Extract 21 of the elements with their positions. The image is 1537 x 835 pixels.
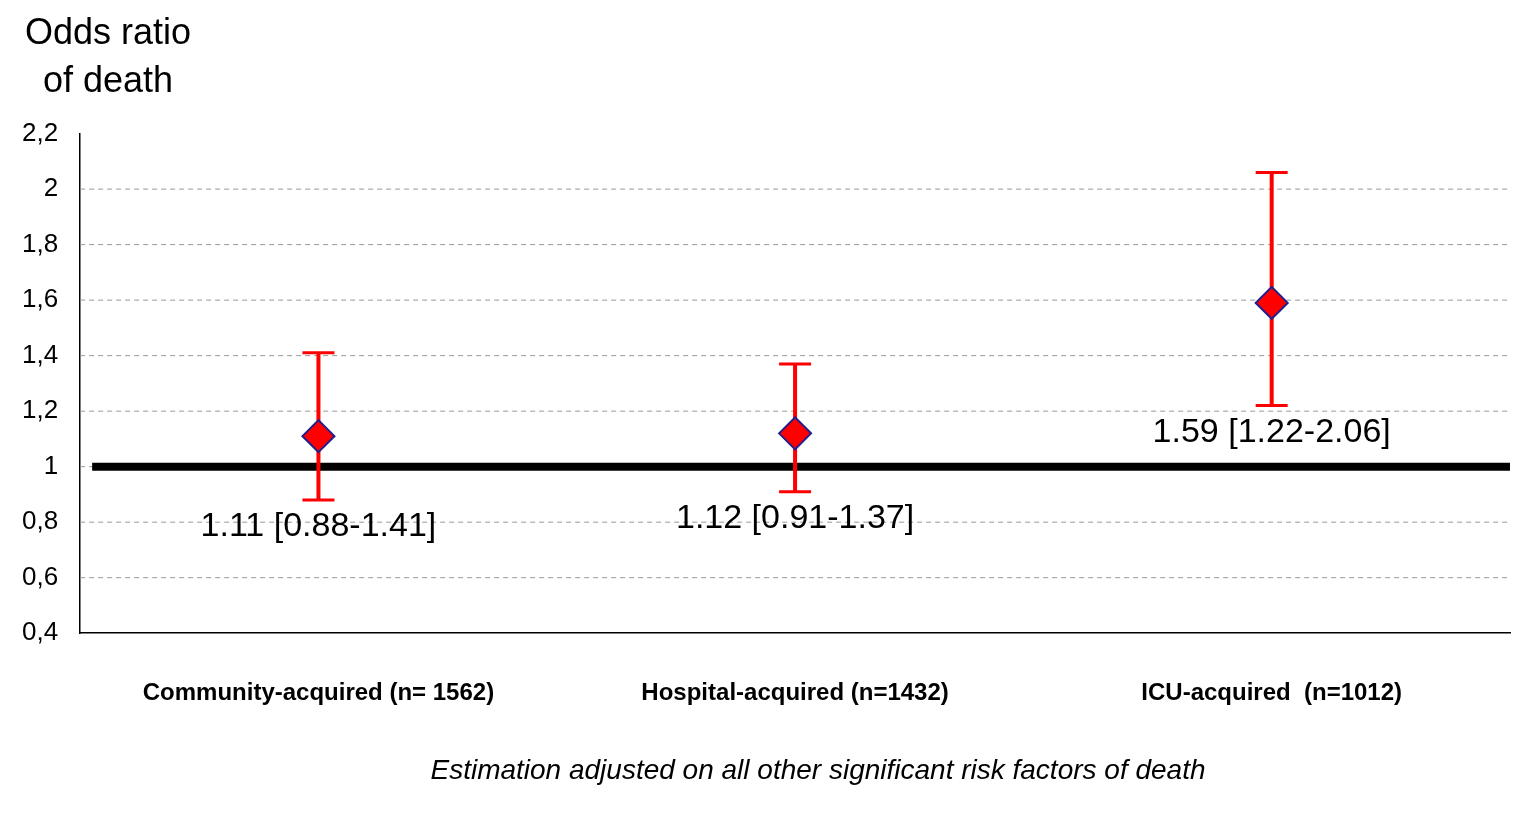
point <box>778 416 813 451</box>
y-tick-label: 1,6 <box>21 283 59 314</box>
y-tick-label: 1 <box>43 449 59 480</box>
point <box>1254 285 1289 320</box>
y-tick-label: 1,8 <box>21 227 59 258</box>
y-tick-label: 2 <box>43 172 59 203</box>
data-label: 1.12 [0.91-1.37] <box>675 497 915 536</box>
y-tick-label: 1,2 <box>21 394 59 425</box>
y-axis-title: Odds ratio of death <box>23 10 193 102</box>
x-tick-label: Hospital-acquired (n=1432) <box>641 678 949 706</box>
point <box>301 419 336 454</box>
x-tick-label: Community-acquired (n= 1562) <box>142 678 495 706</box>
x-tick-label: ICU-acquired (n=1012) <box>1141 678 1403 706</box>
data-label: 1.59 [1.22-2.06] <box>1152 410 1391 449</box>
y-tick-label: 0,8 <box>21 505 59 536</box>
y-tick-label: 1,4 <box>21 338 59 369</box>
y-tick-label: 0,6 <box>21 560 59 591</box>
y-tick-label: 0,4 <box>21 616 59 647</box>
data-label: 1.11 [0.88-1.41] <box>200 505 437 544</box>
y-tick-label: 2,2 <box>21 116 59 147</box>
text: Estimation adjusted on all other significant risk factors of death <box>429 754 1207 786</box>
